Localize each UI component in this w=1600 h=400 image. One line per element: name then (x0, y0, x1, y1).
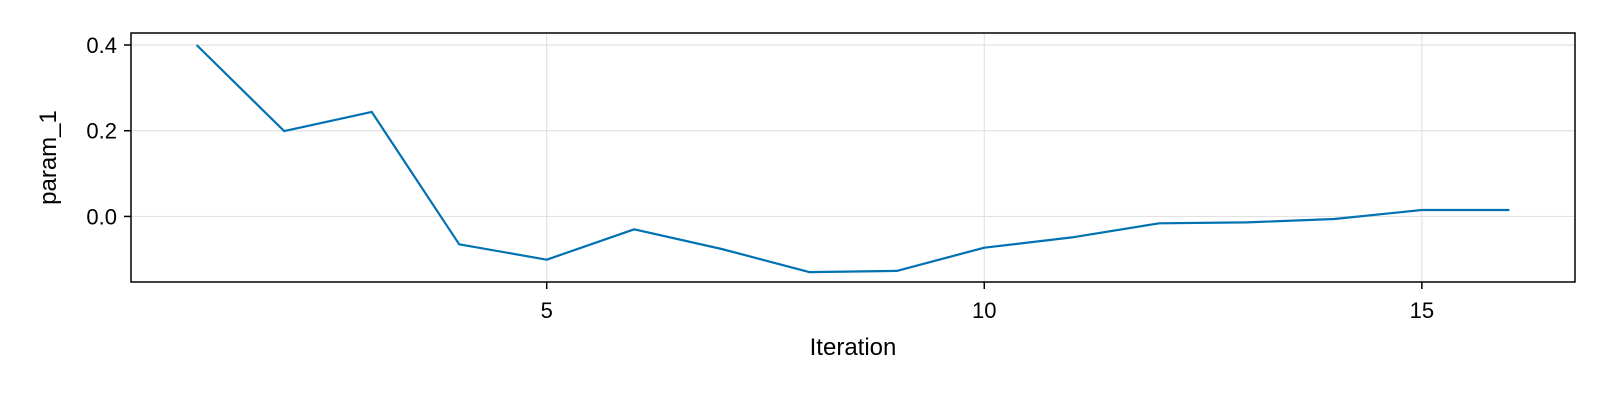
grid-lines (131, 33, 1575, 282)
x-tick-label: 5 (541, 298, 553, 323)
y-tick-label: 0.4 (86, 33, 117, 58)
y-tick-label: 0.0 (86, 204, 117, 229)
plot-frame (130, 32, 1576, 283)
tick-marks (124, 44, 1423, 289)
x-axis-title: Iteration (810, 334, 897, 361)
x-tick-label: 10 (972, 298, 996, 323)
series-line (195, 44, 1510, 274)
x-tick-label: 15 (1410, 298, 1434, 323)
y-axis-title: param_1 (35, 110, 62, 205)
series-layer (195, 44, 1510, 274)
x-tick-labels: 5 10 15 (541, 298, 1435, 323)
y-tick-label: 0.2 (86, 119, 117, 144)
y-tick-labels: 0.0 0.2 0.4 (86, 33, 117, 229)
